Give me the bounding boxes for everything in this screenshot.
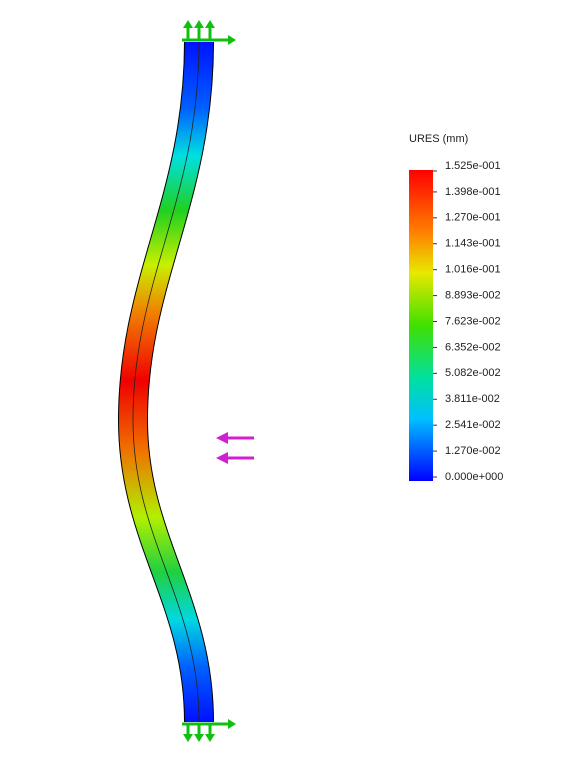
legend: URES (mm) 1.525e-001 1.398e-001 1.270e-001…	[409, 133, 503, 483]
load-arrows	[216, 432, 254, 464]
beam	[117, 41, 214, 723]
legend-label: 2.541e-002	[445, 419, 501, 431]
legend-label: 3.811e-002	[445, 393, 500, 405]
legend-label: 1.016e-001	[445, 264, 501, 276]
color-bar	[409, 170, 433, 481]
legend-label: 7.623e-002	[445, 315, 501, 327]
fixture-bottom	[182, 719, 236, 742]
legend-label: 1.270e-001	[445, 212, 501, 224]
legend-label: 1.398e-001	[445, 186, 501, 198]
legend-label: 0.000e+000	[445, 471, 503, 483]
legend-title: URES (mm)	[409, 133, 468, 145]
legend-label: 6.352e-002	[445, 341, 501, 353]
beam-centerline	[132, 41, 200, 723]
legend-label: 8.893e-002	[445, 289, 501, 301]
legend-label: 1.270e-002	[445, 445, 501, 457]
legend-label: 5.082e-002	[445, 367, 501, 379]
legend-label: 1.143e-001	[445, 238, 501, 250]
fixture-top	[182, 20, 236, 45]
legend-label: 1.525e-001	[445, 160, 501, 172]
